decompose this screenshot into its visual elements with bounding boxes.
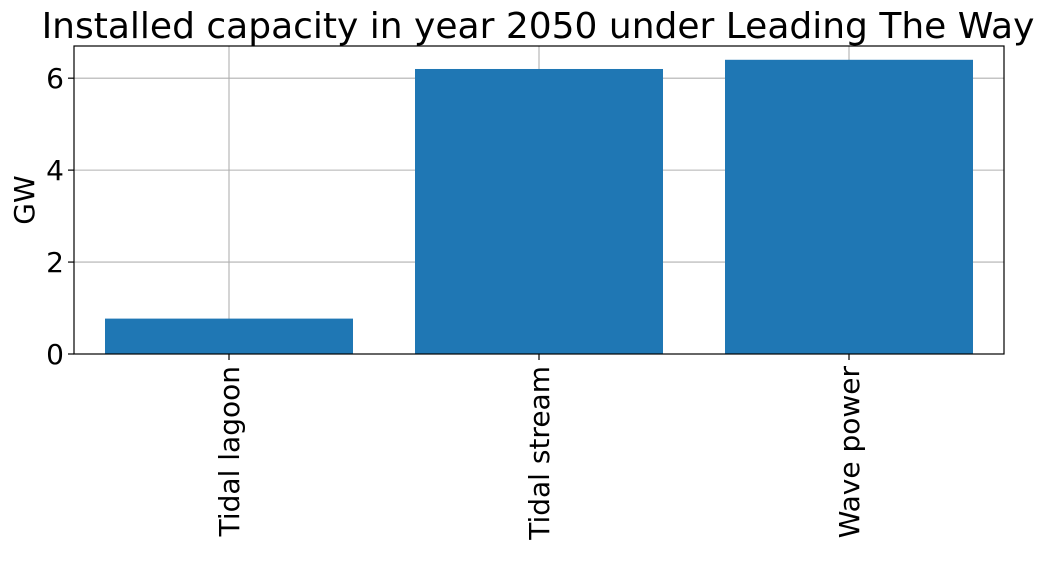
bars	[105, 59, 973, 354]
y-axis: 0 2 4 6	[46, 62, 74, 371]
y-tick-label: 4	[46, 154, 64, 187]
y-tick-label: 6	[46, 62, 64, 95]
x-tick-label: Wave power	[833, 366, 866, 539]
x-axis: Tidal lagoon Tidal stream Wave power	[213, 354, 866, 541]
bar-tidal-stream	[415, 68, 663, 354]
bar-wave-power	[725, 59, 973, 354]
x-tick-label: Tidal lagoon	[213, 366, 246, 537]
y-tick-label: 0	[46, 338, 64, 371]
y-axis-label: GW	[8, 175, 41, 224]
bar-tidal-lagoon	[105, 318, 353, 354]
y-tick-label: 2	[46, 246, 64, 279]
chart-title: Installed capacity in year 2050 under Le…	[42, 6, 1035, 47]
x-tick-label: Tidal stream	[523, 366, 556, 541]
